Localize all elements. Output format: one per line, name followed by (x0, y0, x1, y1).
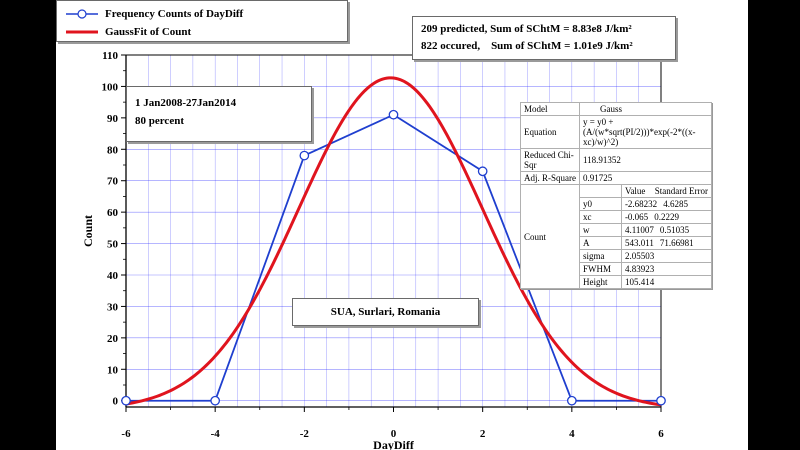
x-tick-label: 6 (658, 428, 664, 440)
x-tick-label: -2 (300, 428, 310, 440)
legend-item-fit: GaussFit of Count (65, 24, 191, 40)
y-tick-label: 70 (107, 176, 119, 188)
location-label: SUA, Surlari, Romania (330, 306, 441, 318)
counts-legend-swatch (66, 9, 98, 19)
counts-data-point (477, 166, 488, 177)
period-info-box: 1 Jan2008-27Jan2014 80 percent (126, 86, 312, 142)
param-value-error: -0.065 0.2229 (620, 210, 713, 224)
y-tick-label: 60 (107, 207, 119, 219)
param-row: A 543.011 71.66981 (521, 236, 713, 250)
y-tick-label: 0 (113, 396, 119, 408)
y-tick-label: 20 (107, 333, 119, 345)
y-tick-label: 50 (107, 239, 119, 251)
param-value: -2.68232 (624, 199, 658, 209)
x-tick-label: -4 (211, 428, 221, 440)
param-error: 0.51035 (659, 225, 690, 235)
param-error: 0.2229 (654, 212, 679, 222)
adjr-value: 0.91725 (579, 171, 712, 185)
counts-data-point (388, 109, 399, 120)
adjr-label: Adj. R-Square (520, 171, 580, 185)
x-tick-label: -6 (121, 428, 131, 440)
param-row: xc -0.065 0.2229 (521, 210, 713, 224)
param-value: 543.011 (624, 238, 654, 248)
fit-legend-swatch (66, 30, 98, 34)
percent-label: 80 percent (135, 115, 184, 127)
param-name: FWHM (579, 262, 622, 276)
params-group-label: Count (520, 184, 580, 289)
x-tick-label: 2 (480, 428, 486, 440)
param-name: y0 (579, 197, 622, 211)
param-name: w (579, 223, 622, 237)
param-value-error: -2.68232 4.6285 (620, 197, 713, 211)
counts-data-point (121, 395, 131, 406)
y-tick-label: 30 (107, 301, 119, 313)
energy-occured-line: 822 occured, Sum of SChtM = 1.01e9 J/km² (421, 40, 633, 52)
param-value-error: 4.83923 (620, 262, 713, 276)
param-row: sigma 2.05503 (521, 249, 713, 263)
param-value: 105.414 (624, 277, 655, 287)
legend: Frequency Counts of DayDiff GaussFit of … (56, 0, 348, 42)
model-label: Model (520, 102, 580, 116)
energy-predicted-line: 209 predicted, Sum of SChtM = 8.83e8 J/k… (421, 23, 632, 35)
y-axis-title: Count (81, 215, 95, 247)
param-value: 2.05503 (624, 251, 655, 261)
energy-summary-box: 209 predicted, Sum of SChtM = 8.83e8 J/k… (412, 16, 676, 60)
equation-value: y = y0 + (A/(w*sqrt(PI/2)))*exp(-2*((x-x… (579, 115, 712, 149)
location-label-box: SUA, Surlari, Romania (292, 298, 479, 326)
legend-counts-label: Frequency Counts of DayDiff (105, 8, 244, 20)
param-value-error: 105.414 (620, 275, 713, 289)
param-value-error: 4.11007 0.51035 (620, 223, 713, 237)
param-name: Height (579, 275, 622, 289)
model-value: Gauss (579, 102, 712, 116)
counts-data-point (210, 395, 221, 406)
param-value: -0.065 (624, 212, 649, 222)
chisq-value: 118.91352 (579, 148, 712, 172)
y-tick-label: 100 (102, 81, 119, 93)
y-tick-label: 10 (107, 364, 119, 376)
param-value: 4.83923 (624, 264, 655, 274)
y-tick-label: 90 (107, 113, 119, 125)
param-name: A (579, 236, 622, 250)
chisq-label: Reduced Chi-Sqr (520, 148, 580, 172)
param-name-header (579, 184, 622, 198)
legend-fit-label: GaussFit of Count (105, 26, 192, 38)
y-tick-label: 80 (107, 144, 119, 156)
param-value: 4.11007 (624, 225, 654, 235)
fit-params-body: Count Value Standard Error y0 -2.68232 4.62… (520, 184, 713, 289)
counts-data-point (299, 150, 310, 161)
param-value-error: 2.05503 (620, 249, 713, 263)
param-error: 71.66981 (659, 238, 694, 248)
fit-results-table: Model Gauss Equation y = y0 + (A/(w*sqrt… (520, 102, 713, 289)
y-tick-label: 110 (102, 50, 118, 62)
equation-label: Equation (520, 115, 580, 149)
x-tick-label: 0 (391, 428, 397, 440)
param-row: Height 105.414 (521, 275, 713, 289)
gauss-fit-curve (125, 76, 662, 407)
error-column-header: Standard Error (654, 186, 708, 196)
counts-data-point (656, 395, 666, 406)
y-tick-label: 40 (107, 270, 119, 282)
value-column-header: Value Standard Error (620, 184, 713, 198)
param-name: sigma (579, 249, 622, 263)
param-error: 4.6285 (663, 199, 688, 209)
x-tick-label: 4 (569, 428, 575, 440)
x-axis-title: DayDiff (373, 438, 415, 450)
chart-stage: 0 10 20 30 40 50 60 70 80 90 100 110 -6 -4 -2 0 2 4 6 DayDi… (56, 0, 748, 450)
param-name: xc (579, 210, 622, 224)
period-range: 1 Jan2008-27Jan2014 (135, 97, 237, 109)
legend-item-counts: Frequency Counts of DayDiff (65, 6, 243, 22)
counts-data-point (566, 395, 577, 406)
param-value-error: 543.011 71.66981 (620, 236, 713, 250)
